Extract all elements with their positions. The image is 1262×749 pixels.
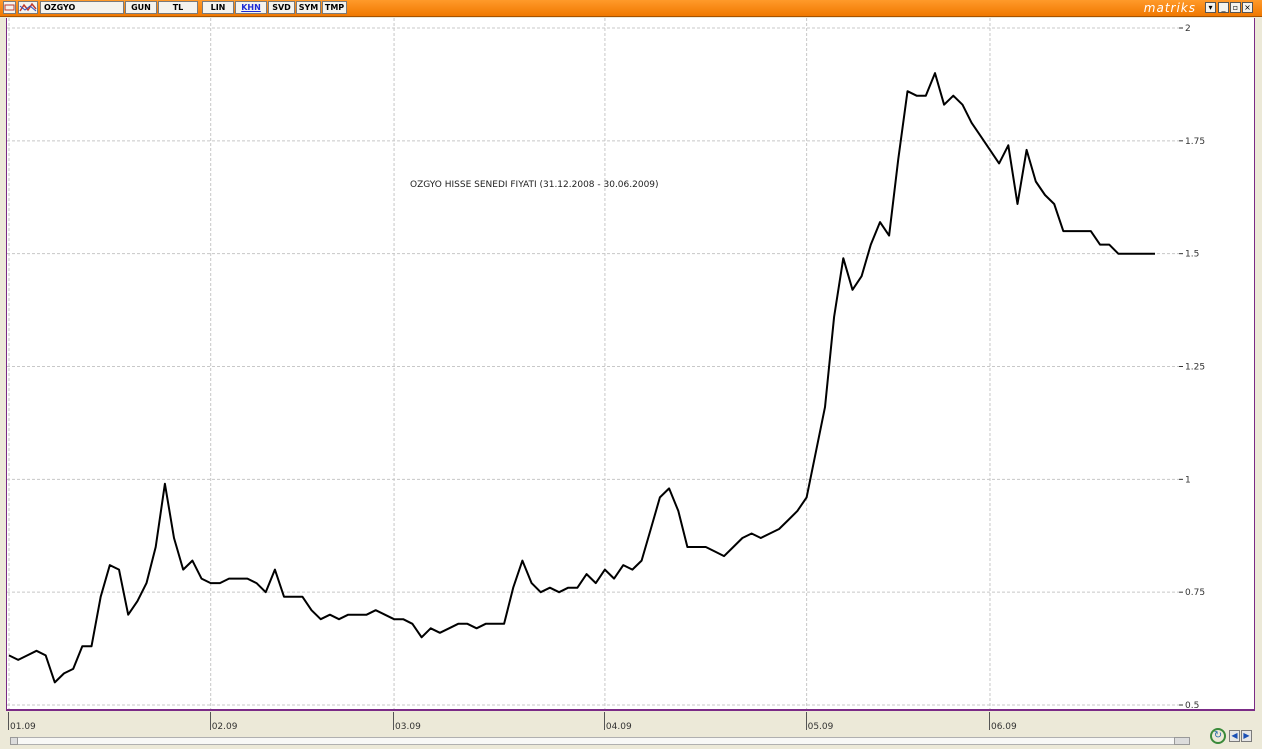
grid [7, 18, 1179, 709]
x-tick-mark [209, 712, 211, 730]
x-tick-mark [988, 712, 990, 730]
plot-area: 0.5 0.75 1 1.25 1.5 1.75 2 OZGYO HISSE SENEDI … [6, 18, 1255, 711]
next-arrow-icon[interactable]: ▶ [1241, 730, 1252, 742]
y-tick-label: 0.75 [1185, 588, 1205, 598]
dropdown-icon[interactable]: ▾ [1205, 2, 1216, 13]
chart-type-icon[interactable] [18, 1, 38, 14]
symbol-field[interactable]: OZGYO [40, 1, 124, 14]
refresh-icon[interactable]: ↻ [1210, 728, 1226, 744]
x-tick-label: 01.09 [10, 722, 36, 732]
lin-button[interactable]: LIN [202, 1, 234, 14]
horizontal-scrollbar[interactable] [10, 737, 1190, 745]
price-chart: 0.5 0.75 1 1.25 1.5 1.75 2 OZGYO HISSE SENEDI … [7, 18, 1254, 711]
svd-button[interactable]: SVD [268, 1, 295, 14]
x-tick-mark [393, 712, 395, 730]
chart-title: OZGYO HISSE SENEDI FIYATI (31.12.2008 - … [410, 180, 659, 190]
scroll-left-handle[interactable] [10, 737, 18, 745]
brand-logo: matriks [1143, 1, 1196, 15]
scroll-right-handle[interactable] [1174, 737, 1190, 745]
y-tick-label: 1.25 [1185, 363, 1205, 373]
tmp-button[interactable]: TMP [322, 1, 347, 14]
y-tick-label: 2 [1185, 24, 1191, 34]
close-icon[interactable]: × [1242, 2, 1253, 13]
gun-button[interactable]: GUN [125, 1, 157, 14]
x-tick-label: 02.09 [211, 722, 238, 732]
x-tick-label: 05.09 [807, 722, 834, 732]
x-tick-label: 03.09 [395, 722, 421, 732]
sym-button[interactable]: SYM [296, 1, 321, 14]
y-axis: 0.5 0.75 1 1.25 1.5 1.75 2 [1179, 24, 1205, 711]
y-tick-label: 1 [1185, 475, 1191, 485]
minimize-icon[interactable]: _ [1218, 2, 1229, 13]
khn-button[interactable]: KHN [235, 1, 267, 14]
x-tick-label: 06.09 [990, 722, 1017, 732]
chart-type-glyph [19, 2, 37, 12]
x-tick-mark [805, 712, 807, 730]
restore-icon[interactable]: ▫ [1230, 2, 1241, 13]
matriks-logo-icon [3, 1, 16, 14]
y-tick-label: 1.5 [1185, 250, 1199, 260]
logo-glyph [4, 4, 15, 11]
prev-arrow-icon[interactable]: ◀ [1229, 730, 1240, 742]
y-tick-label: 0.5 [1185, 701, 1199, 711]
x-tick-label: 04.09 [605, 722, 632, 732]
chart-toolbar: OZGYO GUN TL LIN KHN SVD SYM TMP matriks… [0, 0, 1262, 17]
x-tick-mark [8, 712, 9, 730]
x-tick-mark [603, 712, 605, 730]
price-series-line [8, 72, 1155, 684]
tl-button[interactable]: TL [158, 1, 198, 14]
y-tick-label: 1.75 [1185, 137, 1205, 147]
